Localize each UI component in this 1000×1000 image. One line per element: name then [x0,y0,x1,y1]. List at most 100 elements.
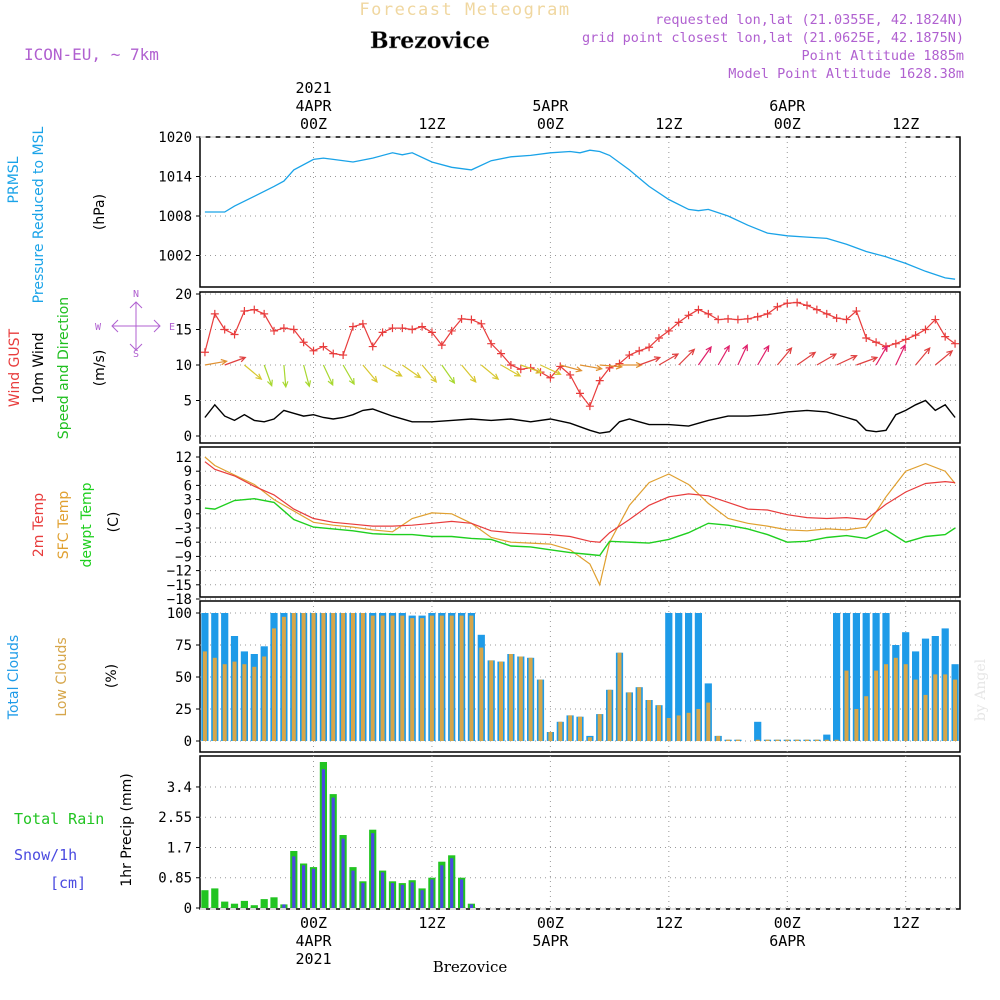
total-cloud-bar [852,613,860,741]
top-time-label: 00Z [774,115,801,133]
sfc-temp-line [204,456,956,587]
gust-marker [230,330,239,339]
temp-tick-label: 9 [184,464,192,480]
top-time-label: 12Z [418,115,445,133]
precip-panel: 3.4 2.55 1.7 0.85 0 Total Rain Snow/1h [cm] 1hr … [14,755,961,917]
low-cloud-bar [676,715,681,741]
gust-marker [220,325,229,334]
low-cloud-bar [597,714,602,741]
temp-tick-label: 6 [184,478,192,494]
low-cloud-bar [637,687,642,741]
pressure-tick-label: 1002 [158,249,192,265]
temp-tick-label: −12 [167,564,192,580]
gust-marker [763,309,772,318]
wind-direction-arrow [717,344,730,366]
gust-marker [891,339,900,348]
pressure-tick-label: 1008 [158,209,192,225]
pressure-tick-label: 1014 [158,170,192,186]
compass-rose-icon [111,301,161,351]
low-cloud-bar [232,661,237,741]
low-cloud-bar [666,718,671,741]
snow-bar [311,868,316,908]
snow-bar [440,865,444,908]
snow-bar [420,890,424,908]
wind-direction-arrow [441,364,456,385]
gust-marker [684,311,693,320]
gust-marker [309,346,318,355]
credit-label: by Angel [973,658,989,721]
gust-marker [516,365,525,374]
snow-bar [469,904,473,908]
temp-tick-label: −6 [175,535,192,551]
precip-tick-label: 1.7 [167,840,192,856]
low-cloud-bar [854,709,859,741]
gust-marker [832,314,841,323]
gust-marker [477,319,486,328]
total-cloud-bar [823,734,831,741]
low-cloud-bar [311,613,316,741]
gust-marker [941,332,950,341]
rain-bar [260,899,268,908]
low-cloud-bar [686,712,691,741]
low-cloud-bar [587,737,592,741]
top-time-label: 6APR [769,97,806,115]
gust-marker [576,389,584,398]
low-cloud-bar [222,664,227,741]
clouds-panel: 100 75 50 25 0 Total Clouds Low Clouds (%) [6,600,961,753]
gust-marker [200,348,209,357]
temp-tick-label: −3 [175,521,192,537]
temp-tick-label: −18 [167,592,192,608]
low-cloud-bar [410,618,415,741]
point-altitude: Point Altitude 1885m [801,48,964,64]
meteogram-title: Forecast Meteogram [359,0,570,20]
wind-direction-arrow [934,350,954,366]
low-cloud-bar [370,615,375,741]
wind-direction-arrow [263,364,273,388]
gust-label: Wind GUST [7,328,23,407]
low-cloud-bar [390,615,395,741]
gust-marker [674,318,683,327]
low-cloud-bar [212,657,217,741]
low-cloud-bar [568,715,573,741]
precip-tick-label: 0.85 [158,871,192,887]
low-cloud-bar [548,732,553,741]
wind-direction-arrow [619,361,643,369]
gust-marker [852,307,861,316]
low-cloud-bar [400,615,405,741]
total-cloud-bar [665,613,673,741]
pressure-panel: 1020 1014 1008 1002 PRMSL Pressure Reduced to… [6,126,961,303]
gust-marker [408,325,417,334]
gust-marker [931,315,940,324]
pressure-line [204,149,956,280]
low-cloud-bar [805,739,809,741]
top-time-label: 2021 [295,79,331,97]
gust-marker [793,298,802,307]
wind-tick-label: 10 [175,358,192,374]
gust-marker [497,349,506,358]
model-altitude: Model Point Altitude 1628.38m [728,66,964,82]
wind-direction-arrow [282,364,289,389]
compass-n: N [133,289,139,300]
wind-direction-arrow [382,364,403,377]
wind-direction-arrow [638,356,662,366]
low-cloud-bar [726,739,731,741]
wind-direction-arrow [500,364,522,377]
bottom-time-label: 12Z [655,914,682,932]
precip-tick-label: 2.55 [158,810,192,826]
low-cloud-bar [795,739,800,741]
gust-marker [210,309,219,318]
gust-marker [803,301,812,310]
low-cloud-bar [844,670,849,741]
gust-marker [418,322,427,331]
gust-marker [260,309,269,318]
temp-tick-label: 0 [184,507,192,523]
low-cloud-bar [538,679,543,741]
snow-bar [410,882,414,908]
low-cloud-bar [657,705,661,741]
low-cloud-bar [943,674,948,741]
model-label: ICON-EU, ~ 7km [24,45,159,64]
low-cloud-bar [617,652,622,741]
wind-direction-arrow [856,356,879,366]
low-cloud-bar [716,735,721,741]
snow-bar [282,904,286,908]
